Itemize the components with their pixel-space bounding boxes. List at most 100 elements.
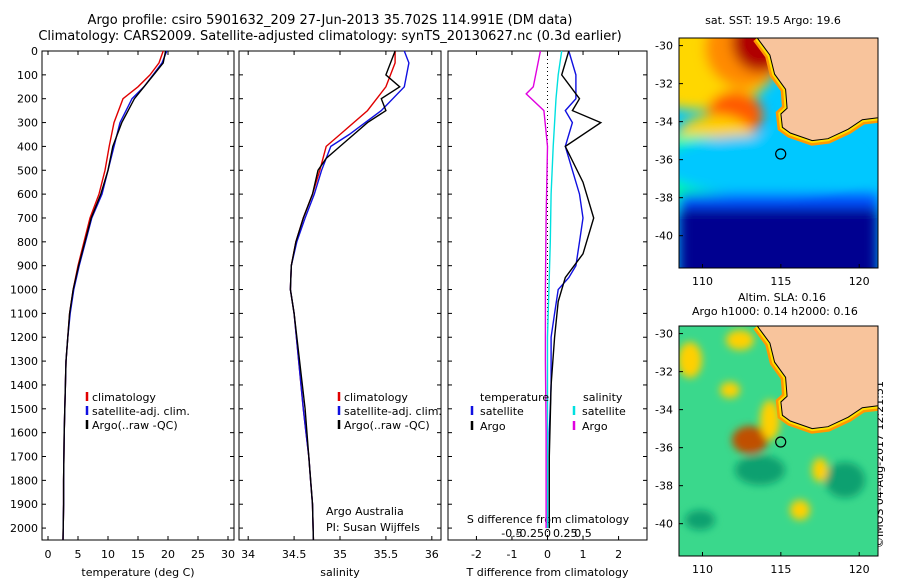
- lat-tick-label: -34: [655, 116, 673, 129]
- x-axis-label: salinity: [320, 566, 360, 579]
- legend-label: Argo(..raw -QC): [344, 419, 430, 432]
- panel-diff: -2 -1 0 1 2 T difference from climatology -0.5…: [447, 50, 648, 579]
- sla-patch: [760, 400, 780, 440]
- depth-tick-label: 2000: [10, 522, 38, 535]
- depth-tick-label: 1600: [10, 427, 38, 440]
- legend-heading-temperature: temperature: [480, 391, 549, 404]
- x-tick-label: 20: [161, 548, 175, 561]
- depth-tick-label: 300: [17, 117, 38, 130]
- lat-tick-label: -36: [655, 442, 673, 455]
- depth-tick-label: 1800: [10, 474, 38, 487]
- x-tick-label: 34: [241, 548, 255, 561]
- depth-tick-label: 1700: [10, 451, 38, 464]
- top-tick-label: 0.25: [553, 527, 578, 540]
- sst-blobs: [679, 38, 878, 268]
- depth-tick-label: 700: [17, 212, 38, 225]
- legend-label: satellite-adj. clim.: [344, 405, 442, 418]
- legend-label: Argo(..raw -QC): [92, 419, 178, 432]
- depth-tick-label: 800: [17, 236, 38, 249]
- x-tick-label: 25: [191, 548, 205, 561]
- sst-map-title: sat. SST: 19.5 Argo: 19.6: [705, 14, 841, 27]
- map-field: [679, 38, 878, 268]
- map-field: [679, 326, 878, 556]
- sla-patch: [732, 426, 768, 454]
- x-tick-label: 35.5: [374, 548, 399, 561]
- legend-label: Argo: [480, 420, 506, 433]
- land-mass: [756, 326, 878, 430]
- profile-panels: 0100200300400500600700800900100011001200…: [10, 45, 648, 579]
- depth-tick-label: 200: [17, 93, 38, 106]
- attribution-line1: Argo Australia: [326, 505, 404, 518]
- lat-tick-label: -38: [655, 480, 673, 493]
- lat-tick-label: -40: [655, 230, 673, 243]
- sla-patch: [679, 342, 702, 378]
- x-tick-label: 30: [221, 548, 235, 561]
- lon-tick-label: 110: [692, 275, 713, 288]
- x-tick-label: 5: [75, 548, 82, 561]
- depth-tick-label: 0: [31, 45, 38, 58]
- legend-label: satellite: [582, 405, 626, 418]
- sla-map-title-2: Argo h1000: 0.14 h2000: 0.16: [692, 305, 858, 318]
- depth-tick-label: 400: [17, 140, 38, 153]
- x-tick-label: 0: [544, 548, 551, 561]
- depth-tick-label: 1400: [10, 379, 38, 392]
- panel-salinity: 34 34.5 35 35.5 36 salinity climatologysatelli…: [238, 50, 442, 579]
- depth-tick-label: 1000: [10, 284, 38, 297]
- series-line: [62, 50, 167, 541]
- sla-map-title-1: Altim. SLA: 0.16: [738, 291, 826, 304]
- top-tick-label: 0.5: [574, 527, 592, 540]
- float-marker: [775, 148, 787, 160]
- sla-patch: [735, 455, 785, 485]
- top-tick-label: 0: [544, 527, 551, 540]
- legend-heading-salinity: salinity: [583, 391, 623, 404]
- lat-tick-label: -30: [655, 40, 673, 53]
- depth-tick-label: 600: [17, 188, 38, 201]
- depth-tick-label: 1200: [10, 331, 38, 344]
- top-tick-label: -0.5: [501, 527, 522, 540]
- x-tick-label: 34.5: [282, 548, 307, 561]
- sst-cold-water: [679, 205, 878, 268]
- sla-patch: [685, 510, 715, 530]
- lat-tick-label: -30: [655, 328, 673, 341]
- map-frame: [678, 37, 879, 269]
- lat-tick-label: -36: [655, 154, 673, 167]
- x-axis-label: T difference from climatology: [466, 566, 629, 579]
- x-tick-label: 2: [615, 548, 622, 561]
- figure-title-line1: Argo profile: csiro 5901632_209 27-Jun-2…: [87, 13, 573, 28]
- sla-patch: [720, 382, 740, 398]
- lat-tick-label: -32: [655, 78, 673, 91]
- figure-title-line2: Climatology: CARS2009. Satellite-adjuste…: [38, 29, 622, 44]
- depth-tick-label: 1300: [10, 355, 38, 368]
- series-line: [289, 50, 401, 541]
- sla-blobs: [679, 330, 865, 530]
- x-tick-label: 1: [580, 548, 587, 561]
- x-tick-label: 15: [131, 548, 145, 561]
- x-tick-label: -1: [506, 548, 517, 561]
- lon-tick-label: 115: [770, 275, 791, 288]
- map-frame: [678, 325, 879, 557]
- lon-tick-label: 120: [849, 563, 870, 576]
- series-line: [548, 50, 603, 529]
- panel-temperature: 0100200300400500600700800900100011001200…: [10, 45, 235, 579]
- x-tick-label: 36: [425, 548, 439, 561]
- x-tick-label: 35: [333, 548, 347, 561]
- legend-label: climatology: [344, 391, 408, 404]
- lat-tick-label: -40: [655, 518, 673, 531]
- legend-label: climatology: [92, 391, 156, 404]
- panel-frame: [41, 50, 235, 541]
- depth-tick-label: 900: [17, 260, 38, 273]
- sla-patch: [726, 330, 754, 350]
- sst-map: -30 -32 -34 -36 -38 -40 110 115 120: [655, 37, 879, 288]
- legend-label: satellite: [480, 405, 524, 418]
- legend-label: Argo: [582, 420, 608, 433]
- depth-tick-label: 1900: [10, 498, 38, 511]
- x-tick-label: 10: [101, 548, 115, 561]
- depth-tick-label: 500: [17, 164, 38, 177]
- top-axis-label: S difference from climatology: [467, 513, 630, 526]
- lat-tick-label: -38: [655, 192, 673, 205]
- x-axis-label: temperature (deg C): [81, 566, 194, 579]
- sst-patch: [679, 135, 860, 195]
- lat-tick-label: -34: [655, 404, 673, 417]
